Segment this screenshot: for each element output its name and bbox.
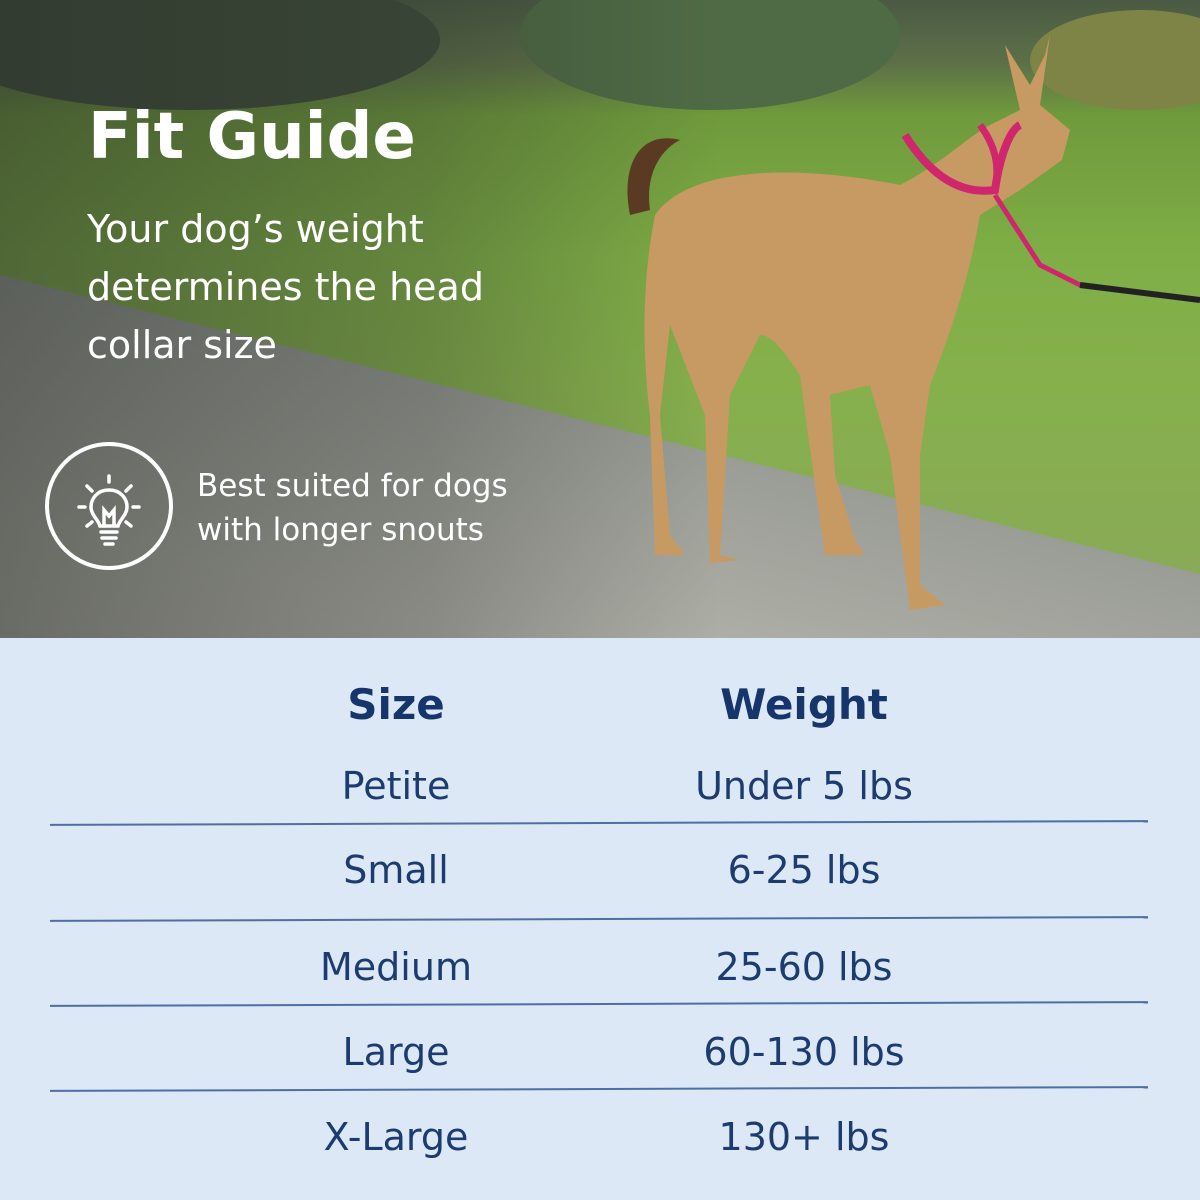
header-weight: Weight [720, 680, 888, 729]
divider [49, 916, 1149, 922]
subtitle: Your dog’s weight determines the head co… [87, 207, 484, 367]
header-size: Size [347, 680, 445, 729]
weight-cell: 25-60 lbs [715, 945, 893, 989]
weight-cell: Under 5 lbs [695, 764, 913, 808]
weight-cell: 6-25 lbs [727, 848, 881, 892]
size-cell: Large [342, 1030, 450, 1074]
weight-cell: 60-130 lbs [703, 1030, 905, 1074]
bush [1030, 10, 1200, 110]
tip-text: Best suited for dogs with longer snouts [197, 468, 508, 548]
dog-photo [627, 35, 1200, 610]
divider [49, 820, 1149, 826]
size-cell: Petite [341, 764, 451, 808]
page-title: Fit Guide [88, 100, 416, 174]
weight-cell: 130+ lbs [718, 1115, 890, 1159]
size-cell: X-Large [323, 1115, 469, 1159]
size-cell: Medium [320, 945, 472, 989]
size-cell: Small [343, 848, 449, 892]
hero-photo: Fit Guide Your dog’s weight determines t… [0, 0, 1200, 638]
divider [49, 1086, 1149, 1092]
size-table: Size Weight Petite Under 5 lbs Small 6-2… [0, 638, 1200, 1200]
divider [49, 1001, 1149, 1007]
lightbulb-icon [45, 442, 173, 570]
